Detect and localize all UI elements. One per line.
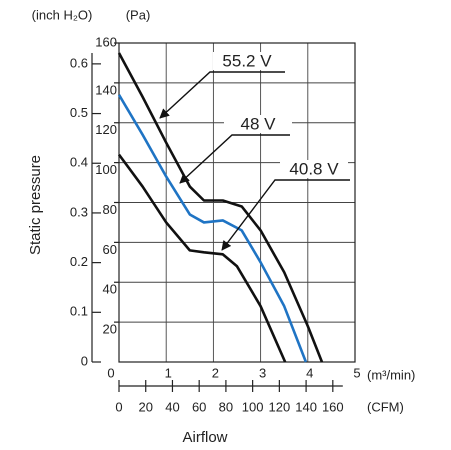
x2-tick-label: 0 xyxy=(115,399,122,414)
x-tick-label: 2 xyxy=(212,365,219,380)
curve xyxy=(117,94,308,363)
x2-tick-label: 80 xyxy=(219,399,233,414)
series-label: 48 V xyxy=(241,114,277,133)
x2-tick-label: 100 xyxy=(242,399,264,414)
y-tick-label: 40 xyxy=(103,282,117,297)
x-tick-label: 5 xyxy=(353,365,360,380)
x2-tick-label: 120 xyxy=(269,399,291,414)
y-tick-label: 140 xyxy=(95,82,117,97)
x2-tick-label: 20 xyxy=(138,399,152,414)
y2-tick-label: 0.4 xyxy=(70,155,88,170)
y2-tick-label: 0.6 xyxy=(70,55,88,70)
y-tick-label: 100 xyxy=(95,162,117,177)
x2-tick-label: 40 xyxy=(165,399,179,414)
x-unit: (m³/min) xyxy=(367,367,415,382)
y-tick-label: 120 xyxy=(95,122,117,137)
y-axis-title: Static pressure xyxy=(27,155,44,255)
curve xyxy=(117,153,287,363)
y2-tick-label: 0.5 xyxy=(70,105,88,120)
plot-frame xyxy=(118,42,356,363)
x-tick-label: 3 xyxy=(259,365,266,380)
x2-tick-label: 160 xyxy=(322,399,344,414)
x2-tick-label: 140 xyxy=(295,399,317,414)
y-tick-label: 80 xyxy=(103,202,117,217)
x-tick-label: 4 xyxy=(306,365,313,380)
y2-tick-label: 0.1 xyxy=(70,304,88,319)
y2-unit: (inch H₂O) xyxy=(32,7,93,22)
x-tick-label: 0 xyxy=(107,365,114,380)
label-bg xyxy=(280,160,348,178)
series-label: 55.2 V xyxy=(222,51,272,70)
y-tick-label: 60 xyxy=(103,242,117,257)
callout-line xyxy=(159,71,285,119)
callout-line xyxy=(221,179,350,251)
y2-tick-label: 0.2 xyxy=(70,254,88,269)
x-tick-label: 1 xyxy=(165,365,172,380)
series-label: 40.8 V xyxy=(289,159,339,178)
x2-tick-label: 60 xyxy=(192,399,206,414)
y2-tick-label: 0 xyxy=(81,353,88,368)
y-unit: (Pa) xyxy=(126,7,151,22)
y-tick-label: 160 xyxy=(95,34,117,49)
curve xyxy=(117,52,324,363)
x2-unit: (CFM) xyxy=(367,399,404,414)
y2-tick-label: 0.3 xyxy=(70,204,88,219)
y-tick-label: 20 xyxy=(103,322,117,337)
label-bg xyxy=(224,115,292,133)
label-bg xyxy=(213,52,281,70)
callout-line xyxy=(179,134,290,184)
x-axis-title: Airflow xyxy=(182,429,227,446)
